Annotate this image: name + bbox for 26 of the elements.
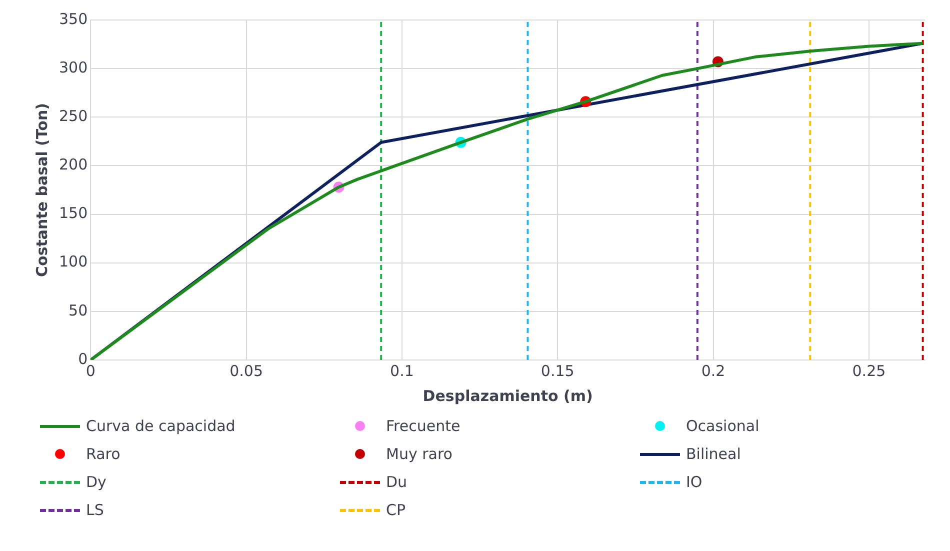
legend-label: Raro (86, 445, 120, 463)
legend-label: Dy (86, 473, 106, 491)
legend-label: CP (386, 501, 406, 519)
x-tick-label: 0.05 (230, 362, 263, 380)
legend-label: Du (386, 473, 408, 491)
x-tick-label: 0.2 (701, 362, 726, 380)
x-axis-title: Desplazamiento (m) (422, 386, 593, 405)
legend-label: Curva de capacidad (86, 417, 236, 435)
y-tick-label: 150 (58, 204, 88, 222)
legend-label: Frecuente (386, 417, 460, 435)
x-tick-label: 0.1 (390, 362, 414, 380)
x-tick-label: 0.25 (852, 362, 886, 380)
y-tick-label: 350 (58, 10, 88, 28)
x-tick-label: 0.15 (540, 362, 574, 380)
y-tick-label: 250 (58, 107, 88, 126)
legend-label: Muy raro (386, 445, 452, 463)
legend-label: Bilineal (686, 445, 741, 463)
legend-label: IO (686, 473, 702, 491)
y-tick-label: 300 (58, 58, 88, 76)
y-tick-label: 0 (78, 350, 88, 368)
legend-label: Ocasional (686, 417, 760, 435)
y-tick-label: 100 (58, 252, 88, 271)
y-tick-label: 50 (68, 301, 88, 320)
legend-label: LS (86, 501, 104, 519)
y-axis-title: Costante basal (Ton) (32, 103, 51, 277)
y-tick-label: 200 (58, 156, 88, 174)
